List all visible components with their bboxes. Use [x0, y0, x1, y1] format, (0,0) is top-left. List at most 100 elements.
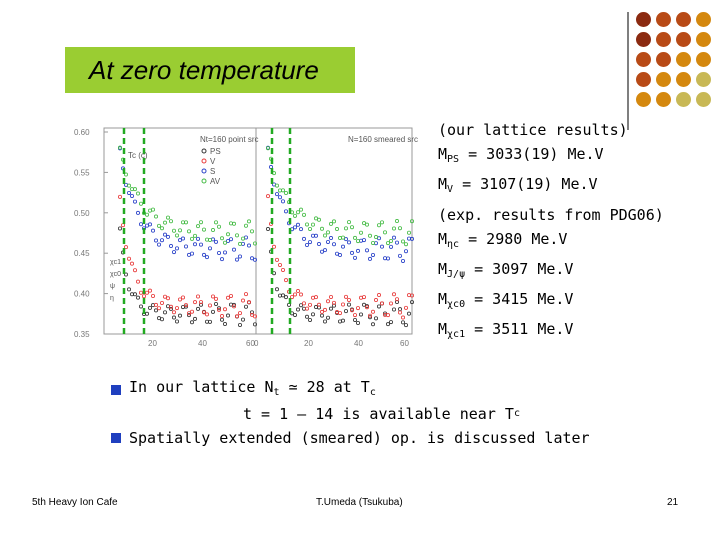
- annotation-label: χc1: [110, 259, 121, 266]
- data-point-s: [213, 239, 218, 244]
- legend-label: S: [210, 167, 215, 176]
- data-point-av: [409, 219, 414, 224]
- data-point-ps: [154, 308, 159, 313]
- data-point-s: [301, 236, 306, 241]
- data-point-av: [216, 224, 221, 229]
- data-point-ps: [163, 310, 168, 315]
- data-point-av: [346, 220, 351, 225]
- data-point-v: [271, 244, 276, 249]
- data-point-ps: [172, 315, 177, 320]
- data-point-ps: [385, 322, 390, 327]
- data-point-s: [394, 240, 399, 245]
- data-point-ps: [325, 315, 330, 320]
- data-point-av: [265, 146, 270, 151]
- data-point-s: [151, 228, 156, 233]
- data-point-ps: [274, 287, 279, 292]
- x-tick-label: 60: [246, 339, 255, 348]
- data-point-v: [249, 312, 254, 317]
- slide-number: 21: [667, 497, 679, 508]
- data-point-ps: [124, 272, 129, 277]
- data-point-ps: [196, 306, 201, 311]
- data-point-v: [213, 296, 218, 301]
- data-point-s: [136, 210, 141, 215]
- data-point-v: [328, 294, 333, 299]
- data-point-v: [181, 295, 186, 300]
- data-point-av: [391, 226, 396, 231]
- data-point-av: [219, 236, 224, 241]
- data-point-av: [301, 212, 306, 217]
- data-point-ps: [240, 317, 245, 322]
- data-point-av: [187, 229, 192, 234]
- decorative-dot: [696, 92, 711, 107]
- data-point-s: [252, 257, 257, 262]
- data-point-v: [403, 305, 408, 310]
- slide-title-text: At zero temperature: [89, 54, 319, 85]
- legend-marker: [201, 178, 207, 184]
- result-row: Mηc = 2980 Me.V: [438, 230, 568, 250]
- data-point-s: [166, 234, 171, 239]
- data-point-v: [379, 301, 384, 306]
- data-point-s: [283, 209, 288, 214]
- legend-label: V: [210, 157, 216, 166]
- data-point-ps: [136, 295, 141, 300]
- decorative-dot: [676, 12, 691, 27]
- data-point-v: [325, 299, 330, 304]
- data-point-v: [364, 305, 369, 310]
- data-point-v: [175, 306, 180, 311]
- decorative-dot: [656, 52, 671, 67]
- data-point-ps: [403, 323, 408, 328]
- data-point-av: [163, 220, 168, 225]
- data-point-s: [409, 236, 414, 241]
- data-point-v: [346, 297, 351, 302]
- data-point-av: [292, 213, 297, 218]
- data-point-s: [385, 256, 390, 261]
- data-point-ps: [295, 307, 300, 312]
- data-point-av: [154, 214, 159, 219]
- data-point-s: [379, 244, 384, 249]
- data-point-s: [388, 244, 393, 249]
- data-point-v: [376, 293, 381, 298]
- data-point-ps: [160, 317, 165, 322]
- data-point-s: [231, 247, 236, 252]
- data-point-av: [358, 230, 363, 235]
- result-row: Mχc0 = 3415 Me.V: [438, 290, 574, 310]
- data-point-av: [349, 225, 354, 230]
- data-point-ps: [307, 317, 312, 322]
- decorative-dot: [636, 92, 651, 107]
- data-point-s: [148, 222, 153, 227]
- data-point-v: [225, 295, 230, 300]
- data-point-v: [190, 309, 195, 314]
- data-point-v: [265, 194, 270, 199]
- data-point-av: [283, 191, 288, 196]
- experiment-header: (exp. results from PDG06): [438, 206, 664, 224]
- data-point-av: [316, 217, 321, 222]
- data-point-s: [246, 243, 251, 248]
- data-point-ps: [190, 320, 195, 325]
- data-point-ps: [340, 318, 345, 323]
- decorative-dot: [696, 12, 711, 27]
- data-point-ps: [322, 319, 327, 324]
- data-point-s: [181, 236, 186, 241]
- data-point-s: [292, 225, 297, 230]
- data-point-s: [331, 242, 336, 247]
- data-point-av: [136, 191, 141, 196]
- data-point-av: [201, 227, 206, 232]
- data-point-v: [307, 302, 312, 307]
- data-point-s: [199, 242, 204, 247]
- footer-author: T.Umeda (Tsukuba): [316, 497, 403, 508]
- right-panel-frame: [255, 127, 413, 335]
- data-point-s: [325, 239, 330, 244]
- data-point-av: [352, 235, 357, 240]
- data-point-v: [127, 256, 132, 261]
- data-point-v: [199, 300, 204, 305]
- data-point-ps: [243, 304, 248, 309]
- data-point-av: [184, 220, 189, 225]
- data-point-s: [163, 232, 168, 237]
- data-point-v: [222, 307, 227, 312]
- data-point-av: [160, 226, 165, 231]
- data-point-av: [307, 226, 312, 231]
- data-point-av: [364, 222, 369, 227]
- data-point-s: [175, 246, 180, 251]
- data-point-ps: [252, 322, 257, 327]
